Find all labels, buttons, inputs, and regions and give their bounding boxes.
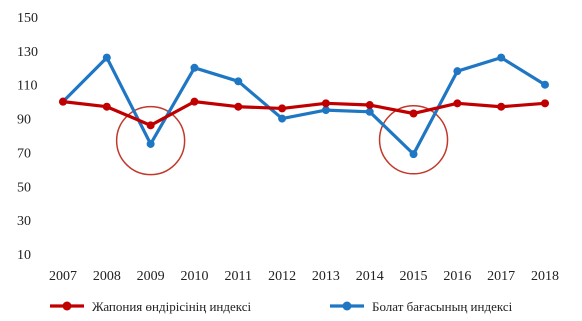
x-tick-label: 2008: [93, 269, 121, 284]
data-point: [497, 53, 506, 62]
y-axis-ticks: 10 30 50 70 90 110 130 150: [17, 11, 38, 263]
x-tick-label: 2011: [225, 269, 252, 284]
y-tick-label: 150: [17, 11, 38, 26]
data-point: [409, 109, 418, 118]
series-lines: [61, 56, 547, 156]
y-tick-label: 10: [17, 248, 31, 263]
y-tick-label: 130: [17, 45, 38, 60]
legend-swatch-marker: [342, 301, 352, 311]
legend-swatch-marker: [62, 301, 72, 311]
data-point: [321, 106, 330, 115]
data-point: [365, 101, 374, 110]
annotation-circle-2009: [115, 105, 186, 176]
data-point: [146, 121, 155, 130]
data-point: [453, 67, 462, 76]
x-tick-label: 2018: [531, 269, 559, 284]
series-line-1: [61, 56, 547, 156]
x-tick-label: 2016: [443, 269, 471, 284]
x-tick-label: 2009: [137, 269, 165, 284]
x-tick-label: 2017: [487, 269, 515, 284]
annotation-circle-2015: [378, 105, 449, 175]
data-point: [409, 150, 418, 159]
x-tick-label: 2012: [268, 269, 296, 284]
series-line-0: [61, 100, 547, 127]
legend-label: Жапония өндірісінің индексі: [92, 299, 252, 314]
data-point: [234, 77, 243, 86]
data-point: [278, 104, 287, 113]
y-tick-label: 90: [17, 113, 31, 128]
annotations: [115, 105, 449, 176]
x-tick-label: 2014: [356, 269, 384, 284]
y-tick-label: 30: [17, 214, 31, 229]
y-tick-label: 70: [17, 146, 31, 161]
series-points: [59, 53, 549, 159]
data-point: [541, 99, 549, 108]
legend-label: Болат бағасының индексі: [372, 299, 513, 314]
data-point: [234, 102, 243, 111]
data-point: [59, 97, 67, 106]
data-point: [541, 80, 549, 89]
x-axis-ticks: 2007 2008 2009 2010 2011 2012 2013 2014 2015 2016…: [49, 269, 559, 284]
data-point: [102, 53, 111, 62]
data-point: [102, 102, 111, 111]
data-point: [321, 99, 330, 108]
x-tick-label: 2013: [312, 269, 340, 284]
data-point: [190, 63, 199, 72]
data-point: [190, 97, 199, 106]
data-point: [278, 114, 287, 123]
data-point: [146, 139, 155, 148]
data-point: [497, 102, 506, 111]
y-tick-label: 50: [17, 180, 31, 195]
data-point: [453, 99, 462, 108]
x-tick-label: 2015: [400, 269, 428, 284]
y-tick-label: 110: [17, 79, 37, 94]
legend: Жапония өндірісінің индексі Болат бағасын…: [50, 299, 513, 314]
x-tick-label: 2010: [180, 269, 208, 284]
x-tick-label: 2007: [49, 269, 77, 284]
data-point: [365, 107, 374, 116]
